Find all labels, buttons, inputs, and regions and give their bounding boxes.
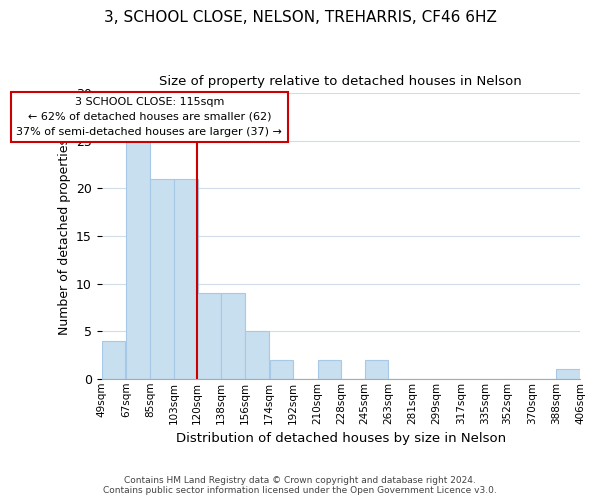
Bar — [245, 331, 269, 379]
Bar — [221, 293, 245, 379]
Text: 3 SCHOOL CLOSE: 115sqm
← 62% of detached houses are smaller (62)
37% of semi-det: 3 SCHOOL CLOSE: 115sqm ← 62% of detached… — [16, 97, 282, 136]
Y-axis label: Number of detached properties: Number of detached properties — [58, 138, 71, 334]
Bar — [175, 179, 198, 379]
Bar — [318, 360, 341, 379]
Bar — [365, 360, 388, 379]
Bar — [269, 360, 293, 379]
Bar — [126, 141, 149, 379]
X-axis label: Distribution of detached houses by size in Nelson: Distribution of detached houses by size … — [176, 432, 506, 445]
Text: Contains HM Land Registry data © Crown copyright and database right 2024.
Contai: Contains HM Land Registry data © Crown c… — [103, 476, 497, 495]
Title: Size of property relative to detached houses in Nelson: Size of property relative to detached ho… — [160, 75, 522, 88]
Bar — [197, 293, 221, 379]
Bar — [151, 179, 173, 379]
Bar — [556, 369, 580, 379]
Bar — [102, 340, 125, 379]
Text: 3, SCHOOL CLOSE, NELSON, TREHARRIS, CF46 6HZ: 3, SCHOOL CLOSE, NELSON, TREHARRIS, CF46… — [104, 10, 496, 25]
